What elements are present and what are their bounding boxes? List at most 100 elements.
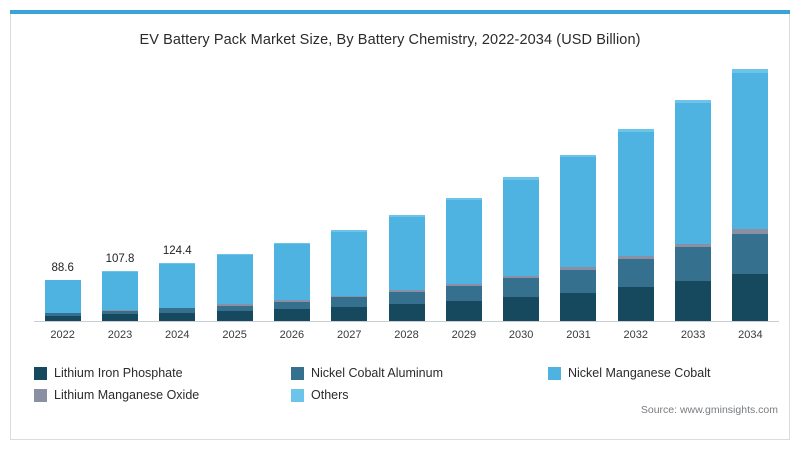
x-axis-tick-label: 2023 — [107, 329, 133, 341]
bar-column — [722, 60, 779, 321]
legend-swatch — [291, 366, 304, 380]
bar-stack — [216, 253, 253, 321]
bar-segment — [445, 301, 482, 321]
legend-swatch — [34, 388, 47, 402]
x-axis-tick-label: 2026 — [279, 329, 305, 341]
x-axis-tick-label: 2030 — [508, 329, 534, 341]
bar-column — [550, 60, 607, 321]
bar-column: 124.4 — [149, 60, 206, 321]
legend-label: Others — [311, 388, 349, 402]
bar-segment — [388, 304, 425, 321]
legend-item[interactable]: Others — [291, 388, 349, 402]
x-axis-tick-label: 2033 — [680, 329, 706, 341]
bar-segment — [216, 255, 253, 305]
bar-segment — [273, 242, 310, 245]
legend-item[interactable]: Nickel Manganese Cobalt — [548, 366, 710, 380]
bar-segment — [44, 315, 81, 321]
x-axis-tick-label: 2027 — [336, 329, 362, 341]
bar-value-label: 88.6 — [51, 261, 74, 274]
bar-segment — [560, 266, 597, 270]
bar-segment — [617, 255, 654, 260]
chart-title: EV Battery Pack Market Size, By Battery … — [139, 32, 641, 48]
bar-segment — [273, 301, 310, 310]
bar-stack — [331, 229, 368, 321]
bar-stack — [44, 279, 81, 321]
bar-segment — [216, 253, 253, 256]
bar-segment — [101, 310, 138, 315]
bar-stack — [732, 69, 769, 321]
bar-stack — [273, 242, 310, 321]
legend-swatch — [291, 388, 304, 402]
bar-segment — [159, 263, 196, 264]
bar-segment — [675, 280, 712, 321]
bar-segment — [273, 244, 310, 301]
legend-label: Lithium Iron Phosphate — [54, 366, 183, 380]
bar-segment — [331, 231, 368, 296]
bar-stack — [101, 270, 138, 321]
legend-swatch — [548, 366, 561, 380]
bar-segment — [732, 233, 769, 274]
x-axis-labels: 2022 2023 2024 2025 2026 2027 2028 2029 2030 2031… — [34, 325, 779, 345]
bar-segment — [675, 243, 712, 248]
legend-label: Nickel Cobalt Aluminum — [311, 366, 443, 380]
bar-stack — [159, 263, 196, 321]
bar-segment — [732, 72, 769, 230]
x-axis-tick-label: 2024 — [165, 329, 190, 341]
bar-segment — [617, 129, 654, 133]
bar-segment — [503, 297, 540, 321]
bar-column — [378, 60, 435, 321]
bar-segment — [216, 305, 253, 312]
x-axis-tick-label: 2025 — [222, 329, 247, 341]
x-axis-line — [34, 321, 779, 322]
bar-stack — [617, 129, 654, 321]
bar-segment — [331, 295, 368, 298]
bar-segment — [445, 197, 482, 200]
legend-item[interactable]: Lithium Manganese Oxide — [34, 388, 291, 402]
bar-segment — [388, 214, 425, 217]
legend-row-primary: Lithium Iron Phosphate Nickel Cobalt Alum… — [34, 366, 774, 380]
bar-segment — [445, 199, 482, 284]
bar-segment — [675, 247, 712, 281]
bar-group: 88.6 107.8 124.4 — [34, 60, 779, 321]
legend-item[interactable]: Nickel Cobalt Aluminum — [291, 366, 548, 380]
legend-label: Nickel Manganese Cobalt — [568, 366, 711, 380]
bar-segment — [617, 287, 654, 321]
bar-segment — [732, 229, 769, 234]
bar-stack — [388, 214, 425, 321]
bar-segment — [732, 273, 769, 321]
bar-column — [206, 60, 263, 321]
bar-segment — [101, 271, 138, 311]
x-axis-tick-label: 2022 — [50, 329, 75, 341]
source-credit: Source: www.gminsights.com — [640, 404, 778, 416]
bar-stack — [675, 100, 712, 321]
bar-segment — [331, 307, 368, 321]
bar-column: 107.8 — [91, 60, 148, 321]
bar-segment — [44, 312, 81, 314]
bar-stack — [445, 197, 482, 321]
chart-legend: Lithium Iron Phosphate Nickel Cobalt Alum… — [34, 366, 774, 410]
bar-column — [321, 60, 378, 321]
bar-segment — [617, 259, 654, 288]
bar-segment — [101, 314, 138, 321]
bar-segment — [44, 279, 81, 281]
bar-segment — [503, 278, 540, 298]
bar-segment — [388, 290, 425, 292]
bar-column — [493, 60, 550, 321]
plot-area: 88.6 107.8 124.4 2022 2023 2024 2025 2026 2027 2… — [34, 60, 779, 345]
legend-item[interactable]: Lithium Iron Phosphate — [34, 366, 291, 380]
bar-column — [435, 60, 492, 321]
bar-segment — [159, 263, 196, 308]
bar-value-label: 124.4 — [162, 245, 192, 258]
bar-segment — [503, 179, 540, 276]
bar-column: 88.6 — [34, 60, 91, 321]
bar-segment — [44, 280, 81, 313]
bar-segment — [503, 177, 540, 180]
bar-segment — [617, 132, 654, 256]
bar-segment — [159, 307, 196, 309]
bar-value-label: 107.8 — [105, 252, 135, 265]
bar-segment — [101, 270, 138, 272]
bar-segment — [560, 154, 597, 158]
bar-segment — [159, 312, 196, 321]
x-axis-tick-label: 2034 — [738, 329, 763, 341]
